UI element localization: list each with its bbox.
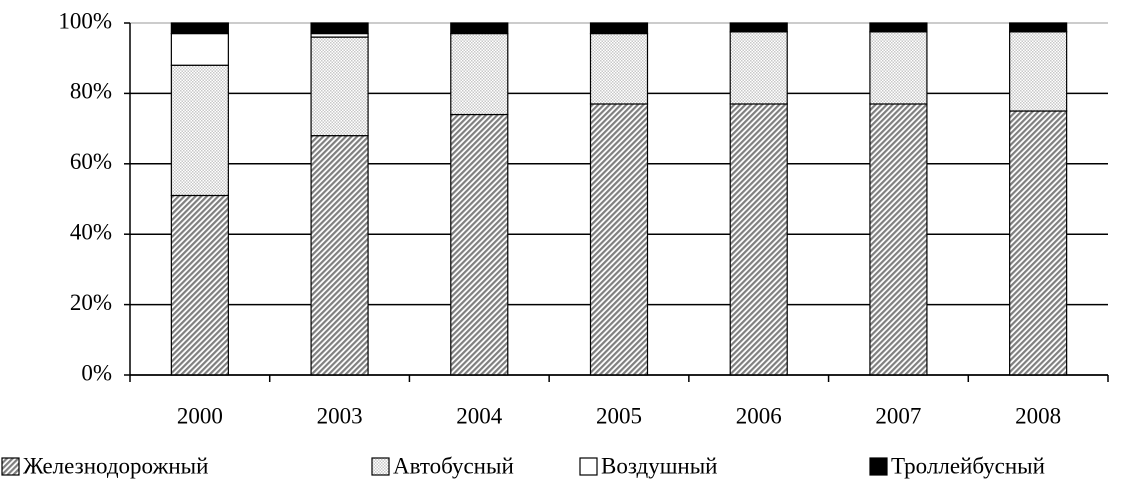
bar-segment <box>729 22 788 33</box>
bar-segment <box>310 36 369 137</box>
bar-segment <box>170 64 229 197</box>
x-tick-label: 2008 <box>1015 403 1061 428</box>
bar-segment <box>450 113 509 376</box>
bar-segment <box>170 22 229 35</box>
bar-segment <box>869 31 928 105</box>
bar-segment <box>1009 22 1068 33</box>
y-tick-label: 60% <box>70 149 112 174</box>
legend-swatch <box>371 457 390 476</box>
x-tick-label: 2007 <box>875 403 921 428</box>
legend-swatch <box>1 457 20 476</box>
bar-segment <box>869 103 928 376</box>
y-tick-label: 40% <box>70 219 112 244</box>
x-tick-label: 2006 <box>736 403 782 428</box>
bar-segment <box>310 135 369 376</box>
x-tick-label: 2000 <box>177 403 223 428</box>
bar-segment <box>729 31 788 105</box>
legend-swatch <box>869 457 888 476</box>
bar-segment <box>589 32 649 105</box>
x-tick-label: 2005 <box>596 403 642 428</box>
y-tick-label: 100% <box>58 8 112 33</box>
bar-segment <box>1009 31 1068 112</box>
bar-segment <box>170 194 229 376</box>
x-tick-label: 2003 <box>317 403 363 428</box>
legend-label: Железнодорожный <box>23 453 208 478</box>
legend-label: Автобусный <box>393 453 514 478</box>
bar-segment <box>869 22 928 33</box>
y-tick-label: 80% <box>70 79 112 104</box>
bar-segment <box>170 32 229 66</box>
legend-label: Троллейбусный <box>891 453 1045 478</box>
y-tick-label: 0% <box>81 360 112 385</box>
bar-segment <box>1009 110 1068 376</box>
bar-segment <box>450 32 509 116</box>
legend-label: Воздушный <box>601 453 718 478</box>
bar-segment <box>589 103 649 376</box>
bar-segment <box>450 22 509 35</box>
bar-segment <box>729 103 788 376</box>
x-tick-label: 2004 <box>456 403 503 428</box>
y-tick-label: 20% <box>70 290 112 315</box>
bar-segment <box>310 22 369 35</box>
bar-segment <box>589 22 649 35</box>
legend-swatch <box>579 457 598 476</box>
